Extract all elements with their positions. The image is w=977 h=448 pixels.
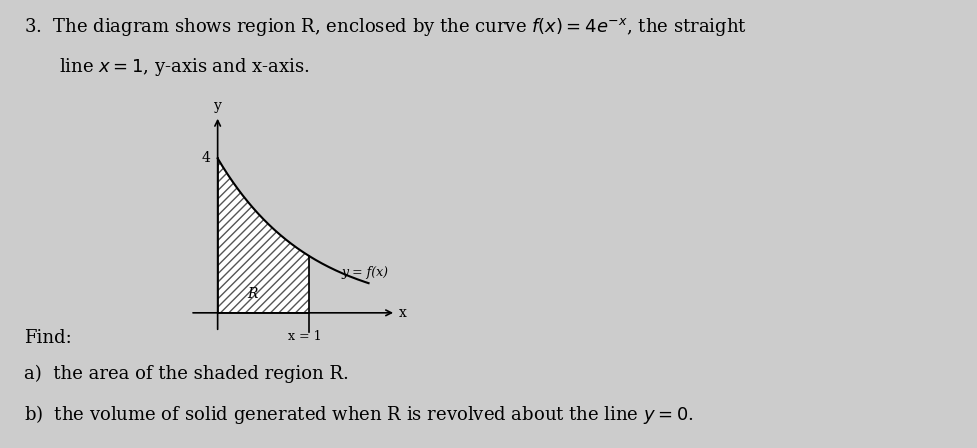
Text: 3.  The diagram shows region R, enclosed by the curve $f(x)=4e^{-x}$, the straig: 3. The diagram shows region R, enclosed …: [24, 16, 747, 38]
Text: x = 1: x = 1: [287, 330, 321, 343]
Text: line $x=1$, y-axis and x-axis.: line $x=1$, y-axis and x-axis.: [59, 56, 310, 78]
Text: Find:: Find:: [24, 329, 72, 347]
Text: y = f(x): y = f(x): [341, 266, 388, 279]
Text: a)  the area of the shaded region R.: a) the area of the shaded region R.: [24, 365, 350, 383]
Text: x: x: [399, 306, 406, 320]
Text: 4: 4: [201, 151, 210, 165]
Text: y: y: [214, 99, 222, 113]
Text: R: R: [247, 287, 258, 301]
Text: b)  the volume of solid generated when R is revolved about the line $y = 0$.: b) the volume of solid generated when R …: [24, 403, 694, 426]
